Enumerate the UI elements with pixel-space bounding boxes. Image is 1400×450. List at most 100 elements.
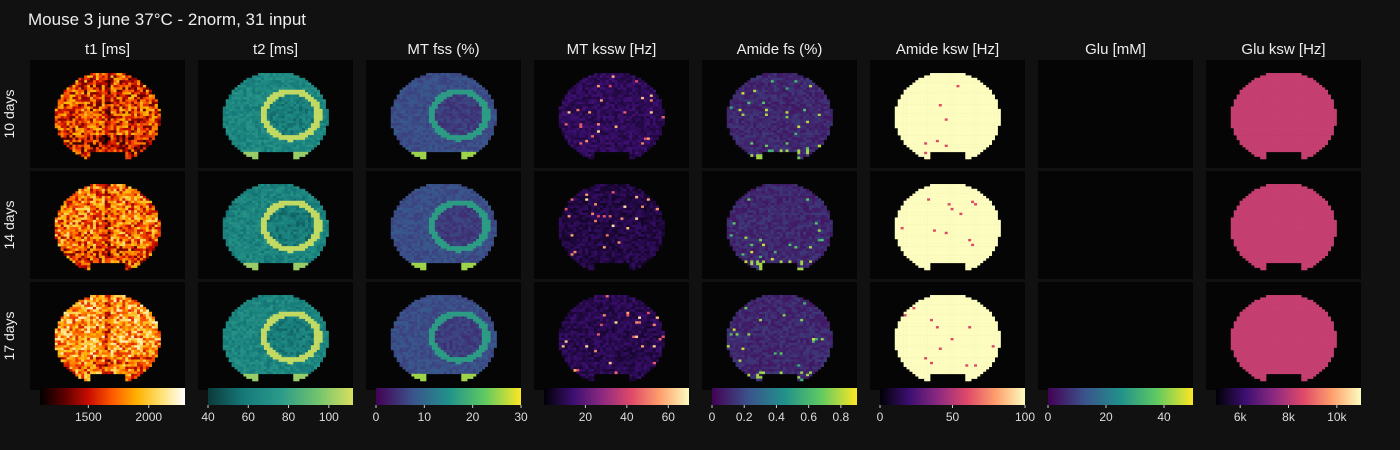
heatmap-cell <box>255 241 259 245</box>
heatmap-cell <box>154 132 158 136</box>
heatmap-cell <box>142 207 147 211</box>
heatmap-cell <box>145 132 150 136</box>
heatmap-cell <box>299 262 303 266</box>
heatmap-cell <box>263 248 268 252</box>
heatmap-cell <box>57 338 61 341</box>
heatmap-cell <box>284 77 288 81</box>
heatmap-cell <box>119 200 123 204</box>
heatmap-cell <box>263 104 268 107</box>
heatmap-cell <box>255 217 259 221</box>
heatmap-cell <box>302 215 306 218</box>
heatmap-cell <box>263 108 268 112</box>
heatmap-cell <box>275 219 279 223</box>
heatmap-cell <box>290 137 294 141</box>
heatmap-cell <box>90 217 94 221</box>
heatmap-cell <box>299 99 303 102</box>
heatmap-cell <box>122 328 126 332</box>
heatmap-cell <box>305 108 309 112</box>
heatmap-cell <box>90 142 94 145</box>
heatmap-cell <box>293 132 297 136</box>
heatmap-cell <box>272 215 276 218</box>
heatmap-cell <box>299 116 303 119</box>
heatmap-cell <box>266 195 271 199</box>
heatmap-cell <box>84 92 88 95</box>
heatmap-cell <box>284 184 288 187</box>
heatmap-cell <box>258 217 262 221</box>
heatmap-cell <box>90 108 94 112</box>
heatmap-cell <box>290 195 294 199</box>
heatmap-cell <box>122 349 126 353</box>
heatmap-cell <box>84 359 88 363</box>
heatmap-cell <box>54 123 59 126</box>
heatmap-cell <box>69 359 73 363</box>
heatmap-cell <box>104 297 108 301</box>
heatmap-cell <box>269 118 274 122</box>
heatmap-cell <box>90 352 94 356</box>
heatmap-cell <box>131 236 135 240</box>
heatmap-cell <box>275 84 279 88</box>
heatmap-cell <box>128 207 132 211</box>
heatmap-cell <box>84 373 88 377</box>
heatmap-cell <box>299 92 303 95</box>
heatmap-cell <box>249 210 253 213</box>
heatmap-cell <box>90 227 94 230</box>
heatmap-cell <box>142 354 147 358</box>
heatmap-cell <box>125 376 129 379</box>
heatmap-cell <box>258 147 262 150</box>
heatmap-cell <box>98 253 103 256</box>
heatmap-cell <box>260 120 265 124</box>
heatmap-cell <box>104 205 108 209</box>
heatmap-cell <box>142 369 147 372</box>
heatmap-cell <box>134 321 138 324</box>
heatmap-cell <box>225 224 229 228</box>
heatmap-cell <box>258 193 262 197</box>
heatmap-cell <box>78 82 82 86</box>
heatmap-cell <box>302 80 306 83</box>
heatmap-cell <box>128 258 132 261</box>
heatmap-cell <box>272 149 276 153</box>
heatmap-cell <box>151 340 155 344</box>
heatmap-cell <box>131 116 135 119</box>
heatmap-cell <box>299 258 303 261</box>
heatmap-cell <box>125 359 129 363</box>
heatmap-cell <box>316 92 321 95</box>
heatmap-cell <box>237 142 241 145</box>
heatmap-cell <box>57 241 61 245</box>
heatmap-cell <box>316 139 321 143</box>
heatmap-cell <box>287 229 291 233</box>
heatmap-cell <box>137 191 141 194</box>
heatmap-cell <box>122 318 126 322</box>
heatmap-cell <box>81 142 85 145</box>
heatmap-cell <box>313 144 318 148</box>
heatmap-cell <box>287 207 291 211</box>
heatmap-cell <box>263 144 268 148</box>
heatmap-cell <box>78 318 82 322</box>
heatmap-cell <box>101 321 106 324</box>
heatmap-cell <box>151 120 155 124</box>
heatmap-cell <box>275 130 279 134</box>
heatmap-cell <box>240 203 244 206</box>
heatmap-cell <box>252 77 256 81</box>
heatmap-cell <box>255 212 259 216</box>
heatmap-cell <box>110 84 114 88</box>
heatmap-cell <box>60 316 64 320</box>
heatmap-cell <box>84 207 88 211</box>
heatmap-cell <box>128 267 132 271</box>
heatmap-cell <box>122 345 126 348</box>
heatmap-cell <box>269 127 274 131</box>
heatmap-cell <box>255 231 259 235</box>
heatmap-cell <box>90 260 94 264</box>
heatmap-cell <box>92 255 97 259</box>
heatmap-cell <box>263 224 268 228</box>
heatmap-cell <box>122 304 126 308</box>
heatmap-cell <box>296 198 300 202</box>
heatmap-cell <box>98 309 103 313</box>
heatmap-cell <box>116 246 120 249</box>
heatmap-cell <box>275 106 279 110</box>
heatmap-cell <box>101 295 106 298</box>
heatmap-cell <box>92 215 97 218</box>
heatmap-cell <box>252 195 256 199</box>
heatmap-cell <box>287 116 291 119</box>
heatmap-cell <box>258 92 262 95</box>
heatmap-cell <box>107 248 111 252</box>
